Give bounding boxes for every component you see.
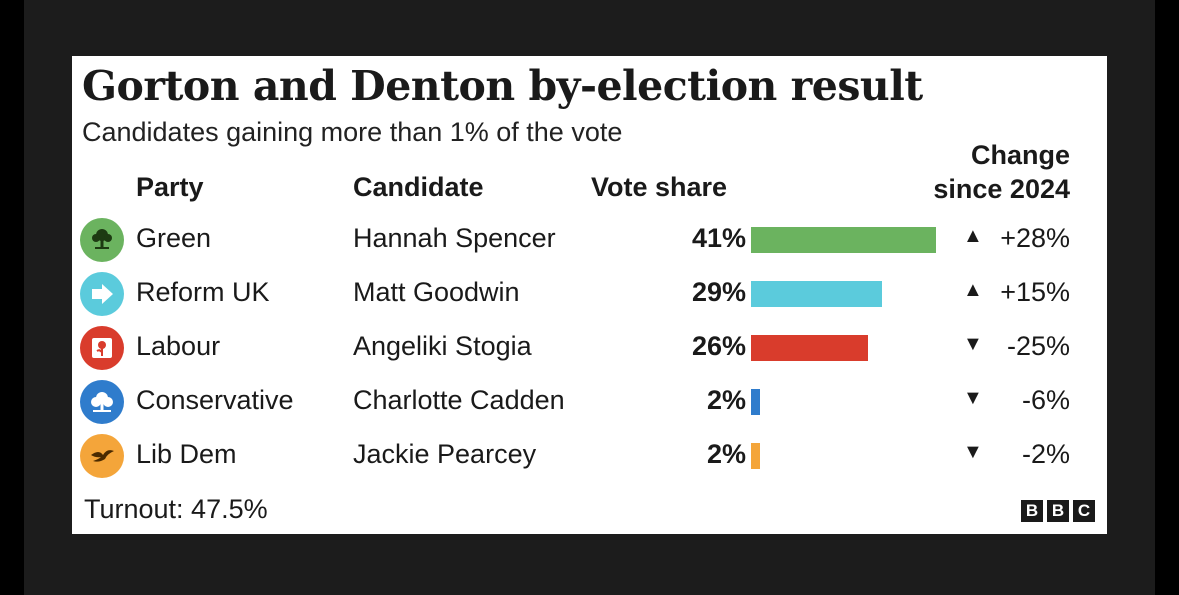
vote-share-bar xyxy=(751,227,936,253)
party-name: Labour xyxy=(136,331,221,361)
vote-share-bar xyxy=(751,281,882,307)
result-row: Conservative Charlotte Cadden 2% ▼ -6% xyxy=(72,375,1107,429)
bbc-logo-letter: B xyxy=(1047,500,1069,522)
header-vote-share: Vote share xyxy=(591,172,728,202)
candidate-name: Hannah Spencer xyxy=(353,223,556,253)
candidate-name: Charlotte Cadden xyxy=(353,385,565,415)
lib-dem-bird-icon xyxy=(80,434,124,478)
vote-share-bar xyxy=(751,443,760,469)
up-triangle-icon: ▲ xyxy=(963,279,983,301)
candidate-name: Jackie Pearcey xyxy=(353,439,537,469)
candidate-name: Angeliki Stogia xyxy=(353,331,532,361)
party-name: Lib Dem xyxy=(136,439,237,469)
header-change-line2: since 2024 xyxy=(933,174,1070,204)
chart-subtitle: Candidates gaining more than 1% of the v… xyxy=(82,117,623,147)
change-label: -25% xyxy=(1006,331,1070,361)
vote-share-label: 29% xyxy=(691,277,746,307)
up-triangle-icon: ▲ xyxy=(963,225,983,247)
bbc-logo-letter: B xyxy=(1021,500,1043,522)
chart-title: Gorton and Denton by-election result xyxy=(82,62,923,110)
bbc-logo: B B C xyxy=(1021,500,1095,522)
reform-arrow-icon xyxy=(80,272,124,316)
green-party-tree-icon xyxy=(80,218,124,262)
party-name: Green xyxy=(136,223,212,253)
vote-share-label: 2% xyxy=(706,385,746,415)
vote-share-label: 2% xyxy=(706,439,746,469)
down-triangle-icon: ▼ xyxy=(963,387,983,409)
change-label: +28% xyxy=(1000,223,1070,253)
results-card: Gorton and Denton by-election result Can… xyxy=(72,56,1107,534)
header-change-line1: Change xyxy=(970,140,1070,170)
vote-share-label: 41% xyxy=(691,223,746,253)
change-label: -2% xyxy=(1021,439,1070,469)
change-label: +15% xyxy=(1000,277,1070,307)
labour-rose-icon xyxy=(80,326,124,370)
conservative-tree-icon xyxy=(80,380,124,424)
party-name: Reform UK xyxy=(136,277,270,307)
turnout-text: Turnout: 47.5% xyxy=(84,494,268,524)
result-row: Reform UK Matt Goodwin 29% ▲ +15% xyxy=(72,267,1107,321)
header-change: Change since 2024 xyxy=(933,138,1070,206)
bbc-logo-letter: C xyxy=(1073,500,1095,522)
party-name: Conservative xyxy=(136,385,294,415)
result-row: Green Hannah Spencer 41% ▲ +28% xyxy=(72,213,1107,267)
vote-share-bar xyxy=(751,335,868,361)
vote-share-label: 26% xyxy=(691,331,746,361)
change-label: -6% xyxy=(1021,385,1070,415)
down-triangle-icon: ▼ xyxy=(963,441,983,463)
result-row: Lib Dem Jackie Pearcey 2% ▼ -2% xyxy=(72,429,1107,483)
vote-share-bar xyxy=(751,389,760,415)
header-party: Party xyxy=(136,172,204,202)
header-candidate: Candidate xyxy=(353,172,484,202)
result-row: Labour Angeliki Stogia 26% ▼ -25% xyxy=(72,321,1107,375)
candidate-name: Matt Goodwin xyxy=(353,277,520,307)
down-triangle-icon: ▼ xyxy=(963,333,983,355)
